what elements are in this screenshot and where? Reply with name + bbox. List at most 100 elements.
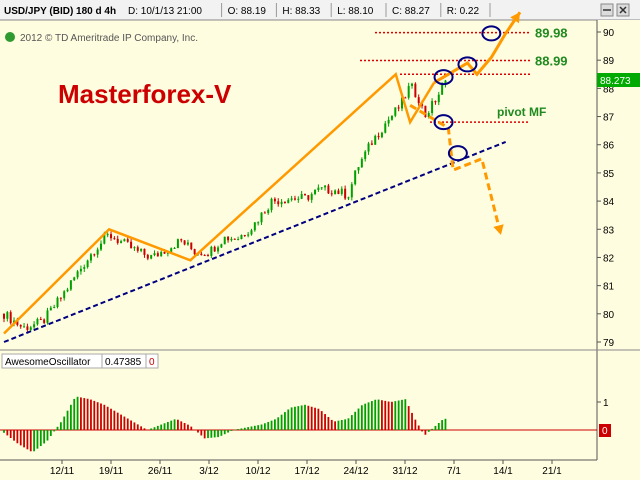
- header-field-5: R: 0.22: [447, 6, 480, 17]
- ao-bar: [66, 410, 69, 430]
- candle-body: [126, 239, 129, 242]
- candle-body: [140, 248, 143, 251]
- price-axis-area: [597, 20, 640, 480]
- candle-body: [53, 306, 56, 308]
- chart-settings-icon[interactable]: [600, 3, 614, 17]
- candle-body: [280, 201, 283, 205]
- candle-body: [444, 80, 447, 85]
- candle-body: [387, 119, 390, 124]
- candle-body: [431, 100, 434, 114]
- candle-body: [120, 241, 123, 243]
- candle-body: [367, 143, 370, 152]
- ao-bar: [223, 430, 226, 435]
- annotation-lines: [3, 11, 522, 343]
- ao-bar: [180, 421, 183, 430]
- ao-bar: [230, 430, 233, 431]
- ao-bar: [170, 420, 173, 430]
- candle-body: [441, 84, 444, 95]
- candle-body: [411, 83, 414, 86]
- candle-body: [113, 238, 116, 240]
- ao-bar: [160, 424, 163, 430]
- candle-body: [400, 97, 403, 109]
- candle-body: [300, 194, 303, 199]
- price-tick-label: 83: [603, 225, 615, 236]
- price-axis-ticks: 79 80 81 82 83 84 85 86 87 88 89 90: [597, 28, 615, 349]
- candle-body: [19, 324, 22, 327]
- price-tick-label: 87: [603, 113, 615, 124]
- candle-body: [110, 234, 113, 239]
- ao-bar: [434, 425, 437, 430]
- candle-body: [253, 222, 256, 231]
- candle-body: [434, 100, 437, 103]
- ao-bar: [337, 420, 340, 430]
- ao-bar: [397, 400, 400, 430]
- ao-bar: [120, 414, 122, 430]
- ao-bar: [330, 419, 333, 430]
- candle-body: [207, 255, 210, 257]
- ao-bar: [240, 428, 243, 430]
- candle-body: [173, 247, 176, 249]
- ao-bar: [247, 427, 250, 430]
- ao-bar: [340, 420, 343, 430]
- ao-bar: [23, 430, 25, 448]
- time-tick-label: 21/1: [542, 466, 562, 477]
- candle-body: [86, 260, 89, 268]
- close-icon[interactable]: [616, 3, 630, 17]
- candle-body: [63, 291, 66, 299]
- candle-body: [260, 212, 263, 223]
- ao-bar: [344, 419, 347, 430]
- ao-bar: [76, 396, 79, 430]
- ao-bar: [350, 415, 353, 430]
- time-tick-label: 17/12: [294, 466, 319, 477]
- ao-bar: [427, 430, 430, 432]
- candle-body: [180, 239, 183, 241]
- ao-histogram: [3, 396, 447, 452]
- candle-body: [324, 185, 327, 188]
- ao-bar: [193, 429, 196, 431]
- ao-bar: [297, 406, 300, 430]
- price-tick-label: 86: [603, 141, 615, 152]
- price-tick-label: 84: [603, 197, 615, 208]
- ao-bar: [166, 421, 169, 430]
- candle-body: [193, 249, 196, 255]
- time-tick-label: 12/11: [50, 466, 75, 477]
- ao-bar: [56, 426, 59, 430]
- ao-bar: [307, 405, 310, 430]
- ao-bar: [267, 421, 270, 430]
- ao-bar: [143, 428, 146, 430]
- ao-bar: [320, 411, 323, 430]
- ao-bar: [290, 407, 293, 430]
- price-tick-label: 82: [603, 253, 615, 264]
- ao-bar: [334, 421, 336, 430]
- ao-bar: [220, 430, 223, 436]
- ao-bar: [116, 412, 119, 430]
- candle-body: [307, 195, 310, 200]
- candle-body: [123, 239, 126, 242]
- ao-bar: [404, 399, 407, 430]
- brand-label: Masterforex-V: [58, 79, 232, 109]
- trend-line: [3, 140, 507, 343]
- ao-bar: [63, 416, 66, 430]
- ao-bar: [106, 406, 109, 430]
- candle-body: [310, 194, 313, 200]
- level-label-1: 88.99: [535, 53, 568, 68]
- candle-body: [427, 113, 430, 118]
- candle-body: [163, 251, 166, 254]
- candle-body: [93, 254, 96, 256]
- time-tick-label: 7/1: [447, 466, 461, 477]
- candle-body: [320, 187, 323, 189]
- candle-body: [297, 198, 300, 200]
- candle-body: [203, 255, 206, 257]
- price-tick-label: 85: [603, 169, 615, 180]
- ao-bar: [387, 401, 390, 430]
- ao-bar: [110, 408, 112, 430]
- ao-bar: [360, 405, 363, 430]
- ao-bar: [260, 424, 263, 430]
- candle-body: [404, 97, 407, 99]
- annotation-circles: [433, 25, 502, 162]
- candle-body: [69, 280, 72, 290]
- candle-body: [287, 199, 290, 204]
- candle-body: [384, 123, 387, 133]
- time-tick-label: 24/12: [343, 466, 368, 477]
